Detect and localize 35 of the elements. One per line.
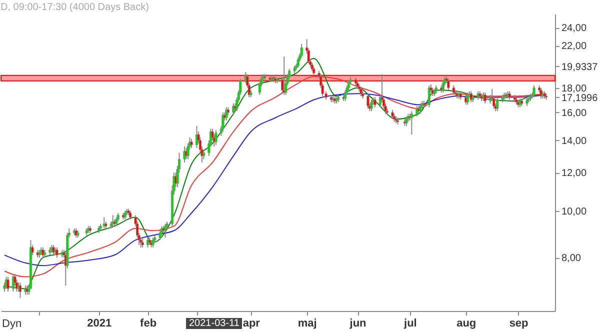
candlestick (183, 146, 186, 163)
x-tick-label: feb (140, 318, 157, 330)
y-tick-label: 18,00 (562, 83, 587, 94)
x-tick-label: aug (456, 318, 476, 330)
candlestick (347, 79, 350, 91)
y-tick-label: 14,00 (562, 136, 587, 147)
x-tick-label: jul (403, 318, 417, 330)
chart-title: D, 09:00-17:30 (4000 Days Back) (0, 2, 149, 13)
candlestick (18, 282, 22, 298)
candlestick (202, 149, 206, 160)
candlestick (300, 43, 303, 58)
x-tick-label: 2021 (87, 318, 112, 330)
y-tick-label: 24,00 (562, 23, 587, 34)
y-tick-label: 17,1996 (562, 92, 598, 104)
y-tick-label: 8,00 (562, 253, 582, 264)
x-tick-label: maj (298, 318, 317, 330)
x-tick-label: apr (242, 318, 261, 330)
candlestick (6, 276, 10, 292)
y-tick-label: 22,00 (562, 41, 587, 52)
candlestick (140, 237, 142, 248)
candlestick (141, 237, 144, 248)
text: 2021-03-11 (186, 318, 242, 329)
x-tick-label: jun (348, 318, 367, 330)
candlestick (452, 84, 455, 96)
candlestick (391, 109, 394, 120)
candlestick (214, 130, 218, 146)
text: Dyn (2, 318, 22, 330)
y-tick-label: 10,00 (562, 206, 587, 218)
y-tick-label: 19,9337 (562, 62, 598, 73)
x-tick-label: sep (509, 318, 529, 330)
y-tick-label: 12,00 (562, 168, 587, 180)
candlestick (532, 84, 536, 98)
candlestick (158, 230, 162, 241)
y-tick-label: 16,00 (562, 108, 587, 119)
candlestick (366, 93, 370, 110)
